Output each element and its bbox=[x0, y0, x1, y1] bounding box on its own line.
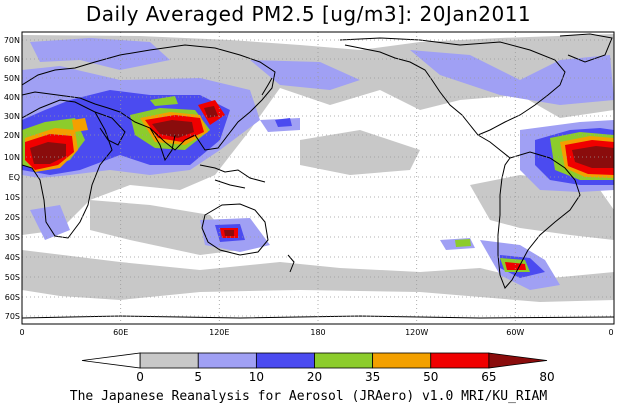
lat-label: 10N bbox=[4, 153, 20, 162]
colorbar-swatch bbox=[255, 352, 315, 369]
lat-label: EQ bbox=[9, 173, 20, 182]
map-title: Daily Averaged PM2.5 [ug/m3]: 20Jan2011 bbox=[85, 2, 532, 26]
colorbar-label: 5 bbox=[194, 370, 202, 384]
lat-label: 70N bbox=[4, 36, 20, 45]
lat-label: 30N bbox=[4, 112, 20, 121]
lon-label: 60W bbox=[506, 328, 524, 337]
colorbar: 0 5 10 20 35 50 65 80 bbox=[81, 352, 555, 384]
lon-label: 0 bbox=[608, 328, 613, 337]
colorbar-label: 20 bbox=[307, 370, 322, 384]
lon-label: 60E bbox=[113, 328, 128, 337]
lat-label: 50S bbox=[5, 273, 20, 282]
lat-label: 30S bbox=[5, 233, 20, 242]
colorbar-swatch bbox=[81, 352, 141, 369]
lat-label: 40N bbox=[4, 93, 20, 102]
colorbar-label: 65 bbox=[481, 370, 496, 384]
colorbar-swatch bbox=[197, 352, 257, 369]
lat-label: 60S bbox=[5, 293, 20, 302]
colorbar-swatch bbox=[430, 352, 490, 369]
lat-label: 60N bbox=[4, 55, 20, 64]
lon-label: 120E bbox=[209, 328, 229, 337]
colorbar-swatch bbox=[139, 352, 199, 369]
colorbar-label: 50 bbox=[423, 370, 438, 384]
longitude-labels: 0 60E 120E 180 120W 60W 0 bbox=[19, 328, 613, 337]
graticule bbox=[22, 32, 614, 324]
colorbar-swatch bbox=[314, 352, 374, 369]
lon-label: 0 bbox=[19, 328, 24, 337]
lat-label: 70S bbox=[5, 312, 20, 321]
colorbar-label: 10 bbox=[249, 370, 264, 384]
lat-label: 20S bbox=[5, 213, 20, 222]
lon-label: 120W bbox=[405, 328, 428, 337]
map-frame bbox=[21, 31, 615, 325]
lat-label: 50N bbox=[4, 74, 20, 83]
coastlines bbox=[22, 33, 614, 319]
pm25-concentration-field bbox=[22, 34, 614, 302]
colorbar-swatch bbox=[372, 352, 432, 369]
lat-label: 10S bbox=[5, 193, 20, 202]
lat-label: 40S bbox=[5, 253, 20, 262]
colorbar-swatch bbox=[488, 352, 548, 369]
credit-line: The Japanese Reanalysis for Aerosol (JRA… bbox=[69, 389, 548, 404]
colorbar-label: 35 bbox=[365, 370, 380, 384]
lon-label: 180 bbox=[310, 328, 325, 337]
colorbar-label: 0 bbox=[136, 370, 144, 384]
latitude-labels: 70N 60N 50N 40N 30N 20N 10N EQ 10S 20S 3… bbox=[4, 36, 20, 321]
lat-label: 20N bbox=[4, 131, 20, 140]
colorbar-label: 80 bbox=[539, 370, 554, 384]
